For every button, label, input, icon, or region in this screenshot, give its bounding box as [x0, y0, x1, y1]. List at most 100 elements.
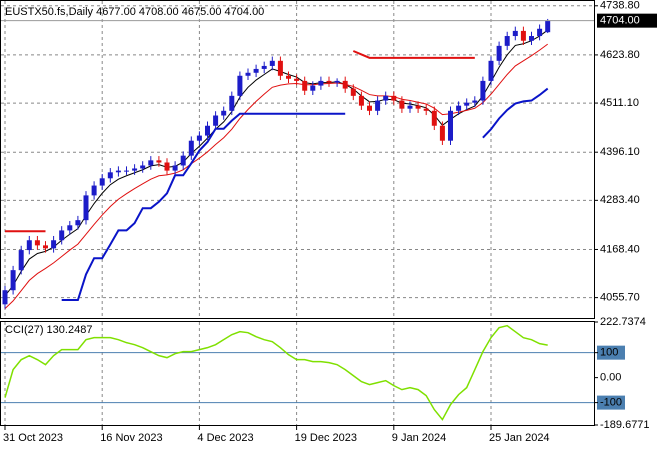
candle-body	[448, 110, 453, 141]
candle-body	[537, 28, 543, 37]
candle-body	[545, 20, 551, 33]
candle-body	[439, 125, 445, 141]
candle-body	[156, 160, 162, 163]
candle-body	[115, 170, 121, 173]
indicator-line	[4, 324, 548, 421]
candle-body	[529, 36, 534, 41]
candle-body	[253, 68, 259, 73]
candle-body	[261, 65, 267, 69]
candle-body	[164, 162, 170, 171]
candle-body	[334, 80, 340, 83]
y-tick-label: 222.7374	[600, 316, 646, 328]
candle-body	[269, 60, 275, 66]
y-tick-label: 4511.10	[600, 97, 639, 109]
indicator-line	[4, 43, 548, 309]
candle-body	[229, 95, 235, 111]
candle-body	[520, 30, 526, 41]
candle-body	[67, 225, 73, 231]
candle-body	[456, 105, 462, 111]
main-panel-frame	[0, 0, 595, 319]
chart-title: EUSTX50.fs,Daily 4677.00 4708.00 4675.00…	[5, 6, 264, 18]
x-tick-label: 25 Jan 2024	[489, 432, 550, 444]
candle-body	[310, 85, 316, 91]
candle-body	[294, 78, 300, 81]
candle-body	[367, 105, 372, 111]
candle-body	[180, 155, 186, 166]
candle-body	[140, 165, 146, 169]
candle-body	[221, 110, 227, 116]
candle-body	[2, 290, 8, 305]
candle-body	[302, 80, 308, 91]
candle-body	[399, 100, 405, 109]
candle-body	[188, 140, 194, 156]
candle-body	[75, 220, 81, 226]
y-tick-label: -100	[600, 397, 622, 409]
candle-body	[423, 108, 429, 111]
y-tick-label: 0.00	[600, 372, 621, 384]
y-tick-label: 4738.80	[600, 0, 640, 12]
candle-body	[83, 195, 89, 221]
candle-body	[172, 165, 178, 171]
cci-panel-frame	[0, 321, 595, 426]
y-tick-label: 100	[600, 347, 618, 359]
candle-body	[350, 88, 356, 96]
x-tick-label: 19 Dec 2023	[295, 432, 357, 444]
candle-body	[59, 230, 65, 241]
level-label-box	[597, 345, 625, 360]
y-tick-label: 4055.70	[600, 292, 640, 304]
candle-body	[512, 30, 518, 37]
candle-body	[488, 60, 494, 81]
candle-body	[107, 172, 113, 179]
candle-body	[18, 250, 24, 271]
last-price-box	[597, 13, 657, 28]
candle-body	[286, 75, 291, 79]
y-tick-label: 4623.80	[600, 49, 640, 61]
candle-body	[375, 100, 381, 111]
candle-body	[496, 45, 502, 61]
candle-body	[205, 125, 210, 136]
y-tick-label: 4168.40	[600, 243, 640, 255]
level-label-box	[597, 395, 625, 410]
candle-body	[10, 270, 16, 291]
candle-body	[391, 95, 397, 101]
indicator-line	[4, 29, 548, 297]
candle-body	[358, 95, 364, 106]
candle-body	[51, 240, 57, 249]
candle-body	[464, 102, 470, 106]
indicator-title: CCI(27) 130.2487	[5, 324, 92, 336]
candle-body	[34, 240, 40, 246]
x-tick-label: 16 Nov 2023	[100, 432, 162, 444]
x-tick-label: 9 Jan 2024	[392, 432, 446, 444]
candle-body	[245, 72, 251, 76]
indicator-line	[5, 50, 475, 233]
candle-body	[26, 240, 32, 251]
candle-body	[415, 105, 421, 109]
candle-body	[326, 80, 332, 83]
candle-body	[504, 36, 510, 46]
candle-body	[342, 80, 348, 89]
candle-body	[318, 80, 324, 86]
candle-body	[132, 168, 138, 171]
candle-body	[277, 60, 283, 76]
candle-body	[124, 170, 129, 172]
x-tick-label: 31 Oct 2023	[3, 432, 63, 444]
candle-body	[196, 135, 202, 141]
indicator-line	[61, 87, 549, 302]
candle-body	[472, 100, 478, 103]
candle-body	[213, 115, 219, 126]
candle-body	[431, 110, 437, 126]
candle-body	[148, 160, 154, 166]
candle-body	[237, 75, 243, 96]
y-tick-label: 4396.10	[600, 146, 640, 158]
x-tick-label: 4 Dec 2023	[197, 432, 253, 444]
candle-body	[407, 105, 413, 109]
candle-body	[99, 178, 105, 186]
candle-body	[43, 245, 48, 249]
y-tick-label: -189.6771	[600, 419, 650, 431]
candle-body	[383, 95, 389, 101]
candle-body	[480, 80, 486, 101]
last-price-label: 4704.00	[600, 15, 640, 27]
candle-body	[91, 185, 97, 196]
